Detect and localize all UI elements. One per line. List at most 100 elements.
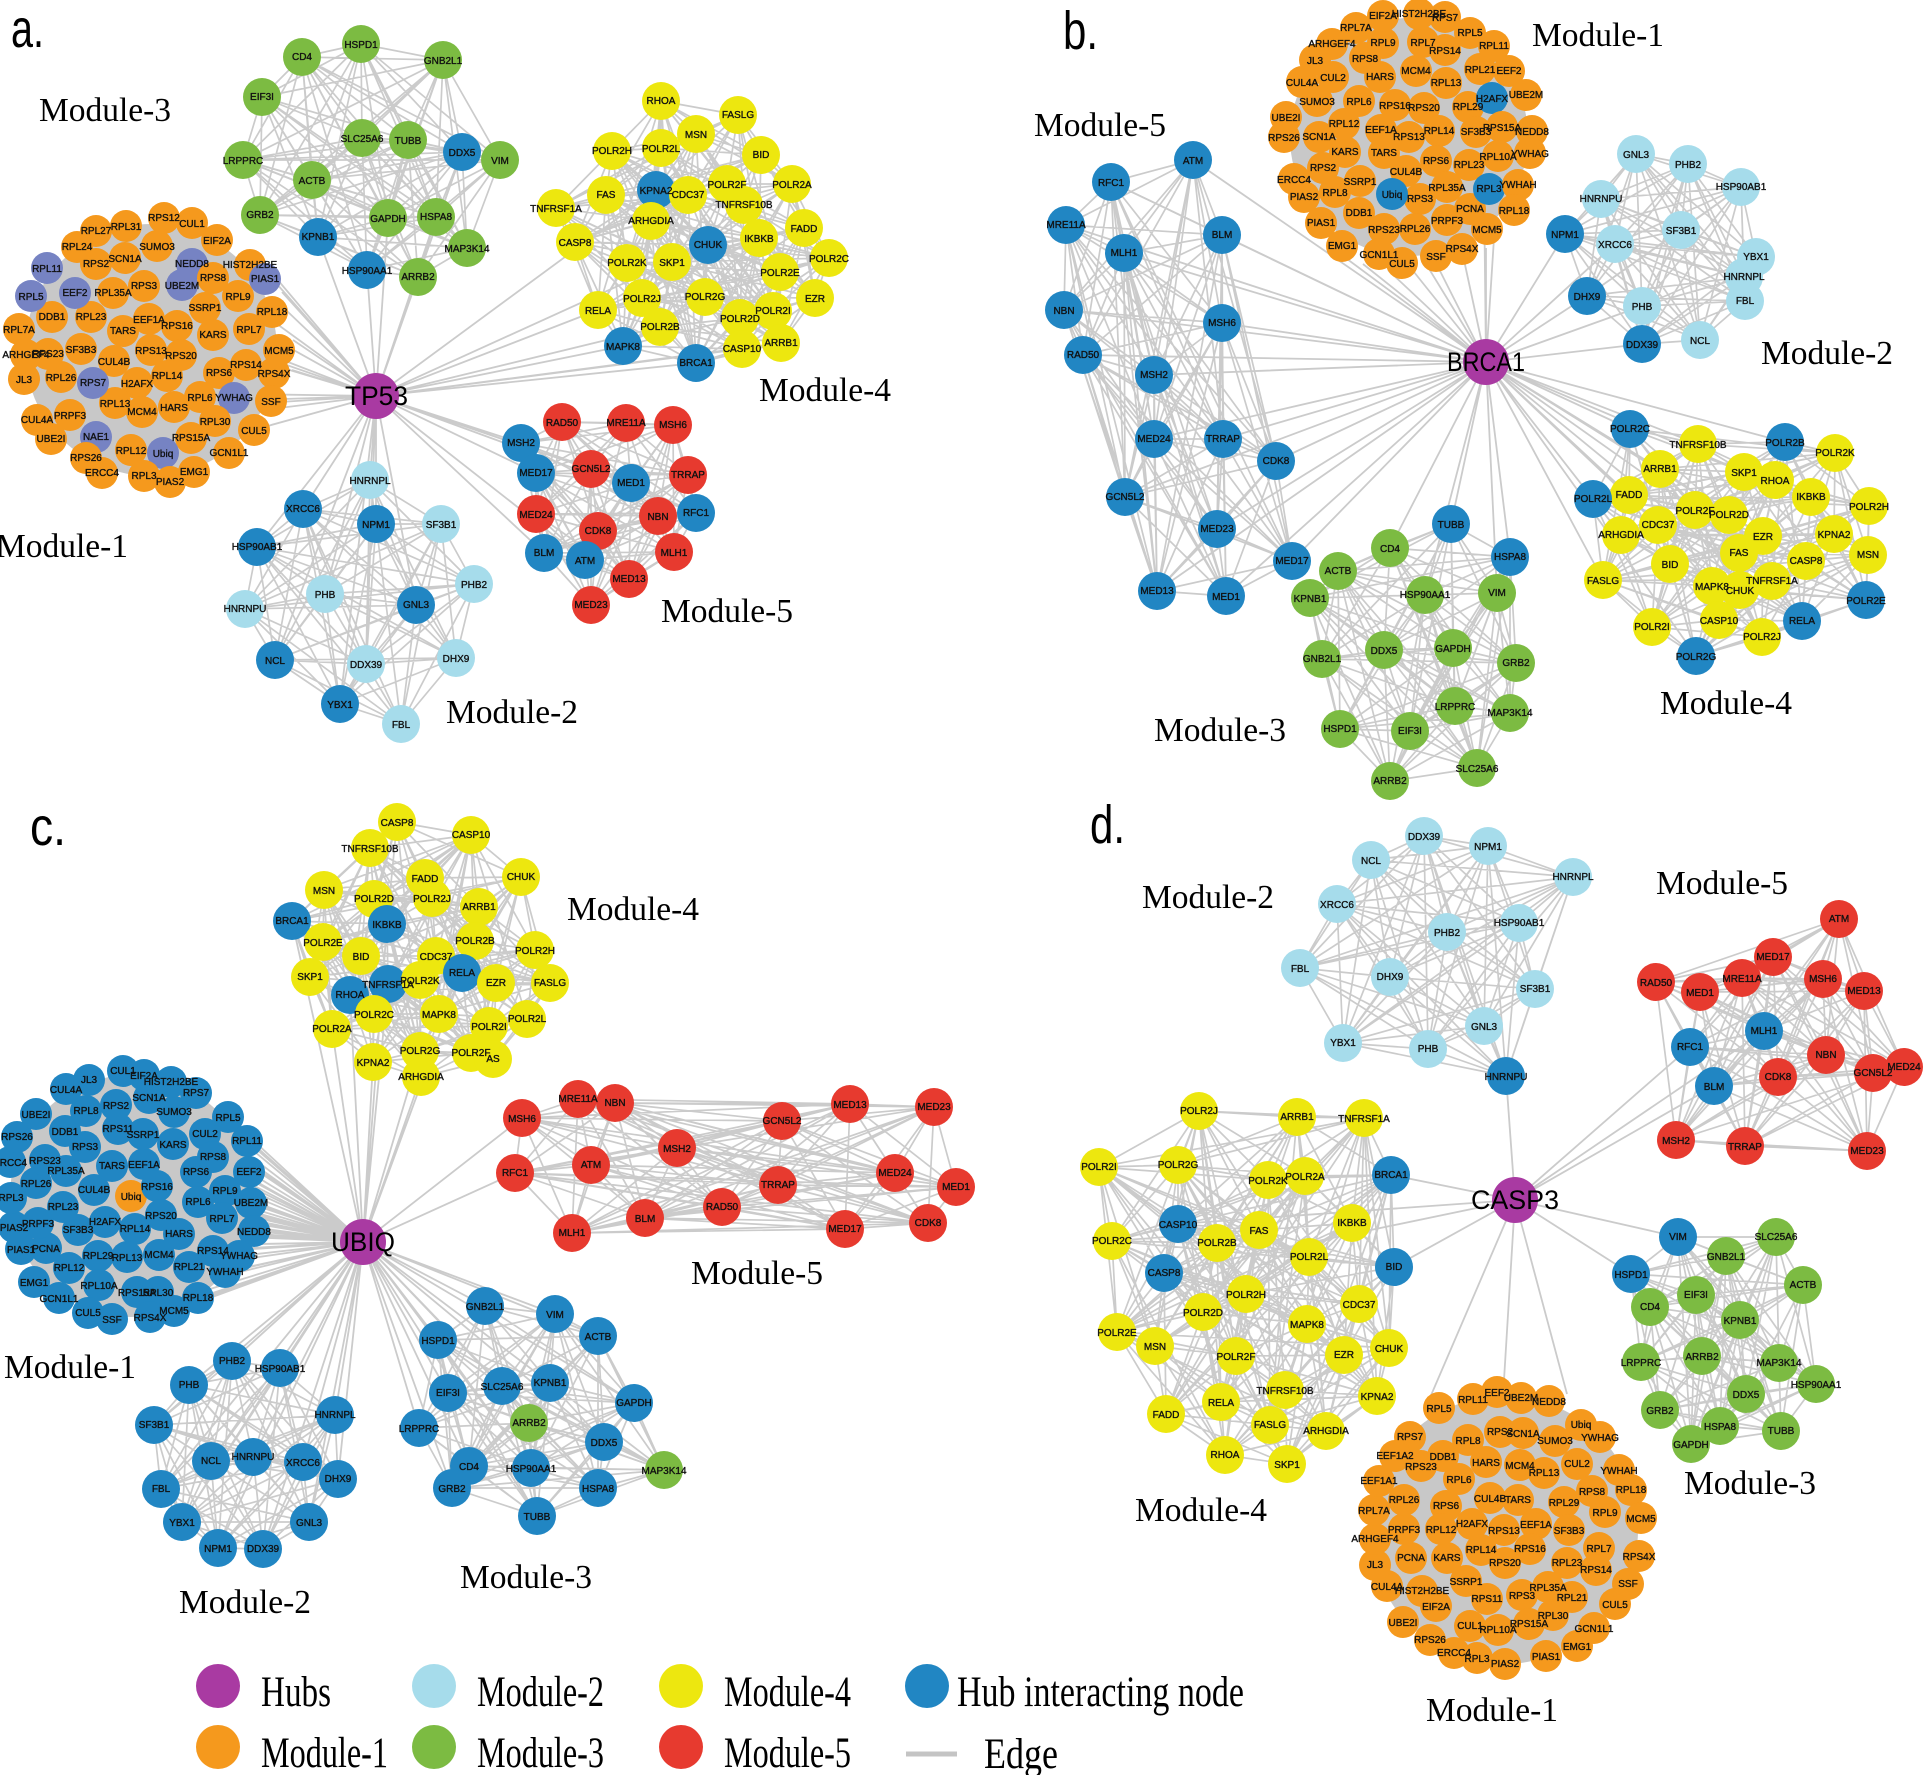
svg-text:RPS16: RPS16 xyxy=(1514,1544,1546,1555)
svg-text:LRPPRC: LRPPRC xyxy=(1621,1358,1662,1369)
svg-text:SKP1: SKP1 xyxy=(659,258,685,269)
svg-text:EMG1: EMG1 xyxy=(20,1278,49,1289)
svg-text:GCN5L2: GCN5L2 xyxy=(763,1116,802,1127)
svg-text:RPL11: RPL11 xyxy=(1458,1395,1488,1406)
svg-text:RPS13: RPS13 xyxy=(1393,132,1425,143)
svg-text:DDX5: DDX5 xyxy=(449,148,476,159)
svg-text:RPL10A: RPL10A xyxy=(1479,152,1517,163)
svg-text:RPL23: RPL23 xyxy=(1552,1558,1583,1569)
svg-text:XRCC6: XRCC6 xyxy=(1598,240,1632,251)
svg-text:POLR2E: POLR2E xyxy=(1097,1328,1137,1339)
svg-text:GNL3: GNL3 xyxy=(1623,150,1650,161)
svg-text:RPL12: RPL12 xyxy=(54,1263,85,1274)
svg-text:CASP8: CASP8 xyxy=(559,238,592,249)
svg-text:POLR2I: POLR2I xyxy=(1634,622,1670,633)
svg-text:RPS4X: RPS4X xyxy=(1623,1552,1656,1563)
svg-text:RPL10A: RPL10A xyxy=(1479,1625,1517,1636)
svg-text:ARHGDIA: ARHGDIA xyxy=(398,1072,444,1083)
svg-text:RPS8: RPS8 xyxy=(1352,54,1379,65)
svg-text:BID: BID xyxy=(353,952,370,963)
svg-text:CUL4A: CUL4A xyxy=(50,1085,83,1096)
svg-text:GCN1L1: GCN1L1 xyxy=(1360,250,1399,261)
svg-text:POLR2L: POLR2L xyxy=(642,144,681,155)
svg-text:POLR2J: POLR2J xyxy=(623,294,661,305)
svg-text:POLR2D: POLR2D xyxy=(1183,1308,1223,1319)
svg-text:SSF: SSF xyxy=(1426,252,1445,263)
svg-text:POLR2K: POLR2K xyxy=(607,258,647,269)
svg-text:CASP10: CASP10 xyxy=(723,344,762,355)
svg-text:SSRP1: SSRP1 xyxy=(1344,177,1377,188)
svg-text:RPL13: RPL13 xyxy=(112,1253,143,1264)
svg-text:RPS4X: RPS4X xyxy=(134,1313,167,1324)
svg-text:RELA: RELA xyxy=(585,306,611,317)
svg-text:MED17: MED17 xyxy=(828,1224,862,1235)
svg-text:GNB2L1: GNB2L1 xyxy=(1707,1252,1746,1263)
svg-text:ATM: ATM xyxy=(581,1160,601,1171)
svg-text:MRE11A: MRE11A xyxy=(558,1094,598,1105)
svg-text:DDB1: DDB1 xyxy=(39,312,66,323)
svg-text:TNFRSF10B: TNFRSF10B xyxy=(1256,1386,1314,1397)
svg-text:RPS7: RPS7 xyxy=(80,378,107,389)
svg-text:RPL6: RPL6 xyxy=(185,1197,210,1208)
svg-text:TRRAP: TRRAP xyxy=(671,470,705,481)
svg-text:VIM: VIM xyxy=(1488,588,1506,599)
svg-text:DHX9: DHX9 xyxy=(1574,292,1601,303)
svg-text:TNFRSF1A: TNFRSF1A xyxy=(1338,1114,1390,1125)
svg-text:TUBB: TUBB xyxy=(1768,1426,1795,1437)
svg-text:IKBKB: IKBKB xyxy=(1796,492,1826,503)
svg-text:FAS: FAS xyxy=(1250,1226,1269,1237)
svg-text:MED17: MED17 xyxy=(519,468,553,479)
svg-text:CDC37: CDC37 xyxy=(1642,520,1675,531)
svg-text:b.: b. xyxy=(1063,1,1098,61)
svg-text:RPL14: RPL14 xyxy=(1466,1545,1497,1556)
svg-text:EZR: EZR xyxy=(1753,532,1773,543)
svg-text:RPS2: RPS2 xyxy=(1487,1427,1514,1438)
svg-text:EIF2A: EIF2A xyxy=(1369,11,1397,22)
svg-text:ARHGDIA: ARHGDIA xyxy=(1303,1426,1349,1437)
svg-text:H2AFX: H2AFX xyxy=(121,379,154,390)
svg-text:RPL30: RPL30 xyxy=(143,1288,174,1299)
svg-text:SUMO3: SUMO3 xyxy=(139,242,175,253)
svg-text:HSPD1: HSPD1 xyxy=(344,40,378,51)
svg-text:GNB2L1: GNB2L1 xyxy=(424,56,463,67)
svg-text:FADD: FADD xyxy=(1616,490,1643,501)
svg-text:RPS4X: RPS4X xyxy=(258,369,291,380)
svg-text:Module-4: Module-4 xyxy=(1660,685,1792,722)
svg-text:MSH2: MSH2 xyxy=(1140,370,1168,381)
svg-text:UBE2I: UBE2I xyxy=(37,434,66,445)
svg-text:KPNA2: KPNA2 xyxy=(357,1058,390,1069)
svg-text:SKP1: SKP1 xyxy=(297,972,323,983)
svg-text:H2AFX: H2AFX xyxy=(1476,94,1509,105)
svg-text:CDK8: CDK8 xyxy=(1765,1072,1792,1083)
svg-text:MCM4: MCM4 xyxy=(1505,1461,1535,1472)
svg-text:NPM1: NPM1 xyxy=(1551,230,1579,241)
svg-text:RPL31: RPL31 xyxy=(111,222,142,233)
svg-text:TARS: TARS xyxy=(1371,148,1397,159)
svg-text:Module-3: Module-3 xyxy=(1684,1465,1816,1502)
svg-text:TNFRSF1A: TNFRSF1A xyxy=(362,980,414,991)
svg-text:MED13: MED13 xyxy=(612,574,646,585)
svg-text:GRB2: GRB2 xyxy=(438,1484,466,1495)
svg-text:CUL4A: CUL4A xyxy=(21,415,54,426)
svg-text:RPL14: RPL14 xyxy=(120,1224,151,1235)
svg-text:SSRP1: SSRP1 xyxy=(127,1130,160,1141)
svg-text:HSPA8: HSPA8 xyxy=(582,1484,614,1495)
svg-text:DHX9: DHX9 xyxy=(443,654,470,665)
svg-text:Module-3: Module-3 xyxy=(477,1730,604,1775)
svg-text:GNL3: GNL3 xyxy=(1471,1022,1498,1033)
svg-text:POLR2B: POLR2B xyxy=(640,322,680,333)
svg-text:CASP8: CASP8 xyxy=(381,818,414,829)
svg-text:MSH6: MSH6 xyxy=(659,420,687,431)
svg-text:RPL10A: RPL10A xyxy=(80,1281,118,1292)
svg-text:POLR2K: POLR2K xyxy=(400,976,440,987)
svg-text:RPL12: RPL12 xyxy=(116,446,147,457)
svg-text:YWHAG: YWHAG xyxy=(215,393,253,404)
svg-text:BRCA1: BRCA1 xyxy=(679,358,713,369)
svg-text:DDX5: DDX5 xyxy=(1733,1390,1760,1401)
svg-text:RPS20: RPS20 xyxy=(145,1211,177,1222)
svg-text:RFC1: RFC1 xyxy=(1677,1042,1704,1053)
svg-text:PIAS2: PIAS2 xyxy=(156,477,185,488)
svg-text:RPL35A: RPL35A xyxy=(94,288,132,299)
svg-text:GRB2: GRB2 xyxy=(246,210,274,221)
svg-text:POLR2C: POLR2C xyxy=(809,254,849,265)
